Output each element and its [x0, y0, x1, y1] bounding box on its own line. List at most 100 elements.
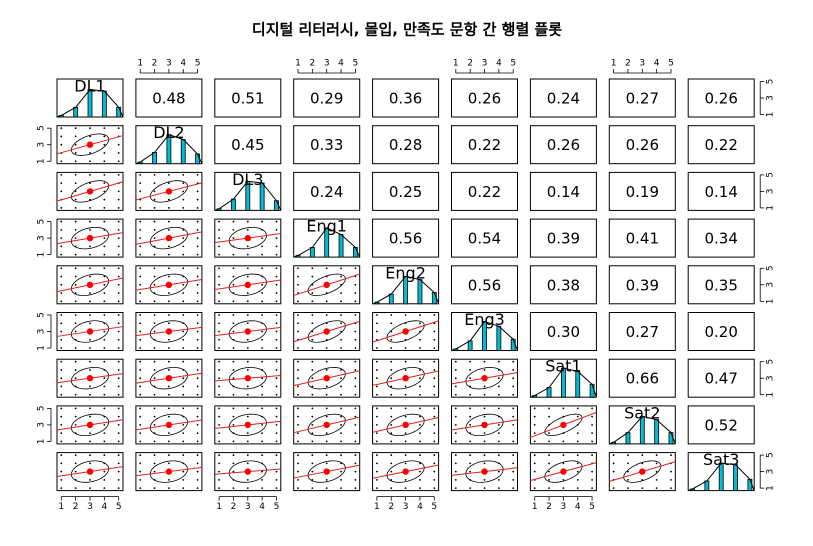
panel-frame [293, 78, 361, 118]
scatter-point [311, 314, 314, 316]
scatter-point [60, 207, 63, 209]
panel-frame [293, 405, 361, 445]
scatter-point [60, 440, 63, 443]
scatter-point [261, 314, 264, 316]
correlation-label: 0.33 [310, 136, 343, 154]
mean-point [165, 281, 173, 288]
scatter-point [182, 283, 185, 286]
correlation-label: 0.36 [389, 90, 422, 108]
histogram-bar [467, 340, 473, 351]
y-tick-label: 3 [37, 235, 47, 241]
scatter-point [74, 275, 77, 278]
scatter-point [311, 338, 314, 341]
panel-frame [529, 171, 597, 211]
mean-point [244, 328, 251, 335]
scatter-point [576, 415, 579, 418]
scatter-point [246, 245, 249, 248]
scatter-point [89, 440, 91, 443]
scatter-point [311, 407, 314, 410]
scatter-point [246, 462, 249, 465]
scatter-point [340, 424, 342, 426]
scatter-point [512, 360, 515, 363]
scatter-point [325, 454, 328, 456]
scatter-point [60, 407, 63, 410]
scatter-point [246, 322, 249, 325]
panel-frame [214, 125, 282, 165]
scatter-point [196, 385, 199, 388]
scatter-point [168, 440, 170, 443]
scatter-point [74, 143, 77, 146]
scatter-point [454, 478, 457, 481]
scatter-point [246, 347, 249, 349]
scatter-point [261, 440, 264, 443]
scatter-point [74, 369, 77, 371]
scatter-point [89, 127, 91, 130]
scatter-point [261, 292, 264, 294]
scatter-point [340, 454, 342, 456]
scatter-point [497, 478, 500, 481]
scatter-point [311, 292, 314, 294]
variable-name: DL1 [74, 77, 105, 96]
scatter-point [483, 478, 486, 481]
scatter-point [218, 454, 221, 456]
scatter-point [139, 245, 142, 248]
scatter-point [168, 385, 170, 388]
scatter-point [469, 415, 472, 418]
panel-frame [56, 358, 124, 398]
panel-frame [135, 358, 203, 398]
scatter-point [261, 470, 264, 473]
y-tick-label: 1 [37, 158, 47, 164]
scatter-point [433, 432, 436, 435]
scatter-point [117, 152, 120, 154]
scatter-point [139, 432, 142, 435]
histogram-bar [510, 338, 516, 351]
scatter-point [139, 377, 142, 380]
panel-frame [135, 78, 203, 118]
scatter-point [153, 415, 156, 418]
scatter-point [275, 440, 278, 443]
scatter-point [89, 407, 91, 410]
scatter-point [261, 432, 264, 435]
scatter-point [218, 253, 221, 256]
x-tick-label: 2 [73, 502, 79, 512]
scatter-point [89, 220, 91, 223]
scatter-point [89, 300, 91, 303]
scatter-point [275, 228, 278, 231]
y-tick-label: 3 [37, 142, 47, 148]
scatter-point [483, 440, 486, 443]
scatter-point [103, 330, 106, 333]
scatter-point [103, 152, 106, 154]
scatter-point [246, 415, 249, 418]
correlation-label: 0.26 [468, 90, 501, 108]
y-tick-label: 3 [766, 469, 776, 475]
correlation-label: 0.34 [704, 230, 737, 248]
panel-frame [451, 358, 518, 398]
scatter-point [182, 220, 185, 223]
x-tick-label: 1 [453, 59, 459, 69]
panel-frame [529, 218, 597, 258]
panel-frame [372, 452, 440, 492]
mean-point [86, 375, 94, 382]
panel-frame [687, 265, 755, 305]
scatter-point [117, 385, 120, 388]
scatter-point [497, 432, 500, 435]
scatter-point [60, 190, 63, 193]
scatter-point [340, 322, 342, 325]
correlation-label: 0.52 [704, 416, 737, 434]
scatter-point [74, 377, 77, 380]
scatter-point [168, 182, 170, 185]
correlation-label: 0.20 [704, 323, 737, 341]
scatter-point [390, 338, 393, 341]
scatter-point [325, 462, 328, 465]
scatter-point [433, 415, 436, 418]
scatter-point [89, 135, 91, 138]
scatter-point [74, 127, 77, 130]
scatter-point [74, 160, 77, 163]
scatter-point [232, 220, 235, 223]
scatter-point [232, 330, 235, 333]
scatter-point [153, 283, 156, 286]
scatter-point [103, 253, 106, 256]
scatter-point [512, 432, 515, 435]
scatter-point [153, 454, 156, 456]
scatter-point [261, 478, 264, 481]
